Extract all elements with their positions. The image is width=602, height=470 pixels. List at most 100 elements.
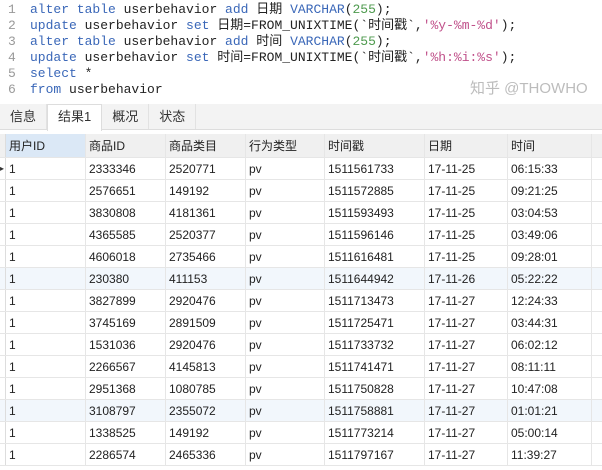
table-cell[interactable]: 4145813 bbox=[166, 356, 246, 377]
table-cell[interactable]: 1511644942 bbox=[325, 268, 425, 289]
table-cell[interactable]: 2266567 bbox=[86, 356, 166, 377]
table-cell[interactable]: 1511725471 bbox=[325, 312, 425, 333]
column-header[interactable]: 日期 bbox=[425, 134, 508, 157]
table-row[interactable]: 1 2576651 149192 pv 1511572885 17-11-25 09:21:… bbox=[0, 180, 602, 202]
table-cell[interactable]: 03:04:53 bbox=[508, 202, 592, 223]
table-row[interactable]: ▸ 1 2333346 2520771 pv 1511561733 17-11-25 06:1… bbox=[0, 158, 602, 180]
code-line[interactable]: 2 update userbehavior set 日期=FROM_UNIXTIM… bbox=[0, 18, 516, 34]
table-cell[interactable]: 1 bbox=[6, 180, 86, 201]
table-cell[interactable]: 1 bbox=[6, 356, 86, 377]
column-header[interactable]: 商品ID bbox=[86, 134, 166, 157]
table-cell[interactable]: 230380 bbox=[86, 268, 166, 289]
table-cell[interactable]: 1 bbox=[6, 158, 86, 179]
table-row[interactable]: 1 2266567 4145813 pv 1511741471 17-11-27 08:11… bbox=[0, 356, 602, 378]
table-cell[interactable]: 1511733732 bbox=[325, 334, 425, 355]
table-cell[interactable]: 3830808 bbox=[86, 202, 166, 223]
table-cell[interactable]: pv bbox=[246, 378, 325, 399]
table-cell[interactable]: 3745169 bbox=[86, 312, 166, 333]
table-cell[interactable]: 1 bbox=[6, 334, 86, 355]
table-cell[interactable]: 09:21:25 bbox=[508, 180, 592, 201]
table-cell[interactable]: 01:01:21 bbox=[508, 400, 592, 421]
table-cell[interactable]: 1511750828 bbox=[325, 378, 425, 399]
table-cell[interactable]: pv bbox=[246, 224, 325, 245]
table-cell[interactable]: 05:00:14 bbox=[508, 422, 592, 443]
table-cell[interactable]: pv bbox=[246, 268, 325, 289]
table-cell[interactable]: 1531036 bbox=[86, 334, 166, 355]
table-cell[interactable]: 411153 bbox=[166, 268, 246, 289]
table-row[interactable]: 1 4606018 2735466 pv 1511616481 17-11-25 09:28… bbox=[0, 246, 602, 268]
table-cell[interactable]: 17-11-27 bbox=[425, 312, 508, 333]
table-cell[interactable]: 17-11-26 bbox=[425, 268, 508, 289]
table-cell[interactable]: 1 bbox=[6, 290, 86, 311]
table-cell[interactable]: pv bbox=[246, 356, 325, 377]
table-cell[interactable]: 1 bbox=[6, 400, 86, 421]
table-cell[interactable]: 17-11-25 bbox=[425, 246, 508, 267]
table-cell[interactable]: 2920476 bbox=[166, 290, 246, 311]
table-cell[interactable]: 1511797167 bbox=[325, 444, 425, 465]
column-header[interactable]: 时间戳 bbox=[325, 134, 425, 157]
tab-2[interactable]: 概况 bbox=[102, 104, 150, 129]
sql-editor[interactable]: 1 alter table userbehavior add 日期 VARCHAR… bbox=[0, 0, 602, 102]
table-cell[interactable]: 17-11-25 bbox=[425, 180, 508, 201]
table-cell[interactable]: 1511713473 bbox=[325, 290, 425, 311]
table-cell[interactable]: 1 bbox=[6, 268, 86, 289]
table-cell[interactable]: 1 bbox=[6, 378, 86, 399]
table-cell[interactable]: 1 bbox=[6, 202, 86, 223]
table-row[interactable]: 1 2286574 2465336 pv 1511797167 17-11-27 11:39… bbox=[0, 444, 602, 466]
table-cell[interactable]: 3827899 bbox=[86, 290, 166, 311]
table-cell[interactable]: 03:49:06 bbox=[508, 224, 592, 245]
table-cell[interactable]: 06:15:33 bbox=[508, 158, 592, 179]
table-row[interactable]: 1 3745169 2891509 pv 1511725471 17-11-27 03:44… bbox=[0, 312, 602, 334]
code-line[interactable]: 6 from userbehavior bbox=[0, 82, 163, 98]
table-cell[interactable]: 09:28:01 bbox=[508, 246, 592, 267]
table-cell[interactable]: 4365585 bbox=[86, 224, 166, 245]
table-cell[interactable]: 17-11-27 bbox=[425, 422, 508, 443]
column-header[interactable]: 时间 bbox=[508, 134, 592, 157]
table-cell[interactable]: 149192 bbox=[166, 422, 246, 443]
table-cell[interactable]: 08:11:11 bbox=[508, 356, 592, 377]
table-cell[interactable]: 17-11-27 bbox=[425, 444, 508, 465]
table-cell[interactable]: 12:24:33 bbox=[508, 290, 592, 311]
table-cell[interactable]: pv bbox=[246, 444, 325, 465]
column-header[interactable]: 行为类型 bbox=[246, 134, 325, 157]
table-row[interactable]: 1 1338525 149192 pv 1511773214 17-11-27 05:00:… bbox=[0, 422, 602, 444]
table-cell[interactable]: pv bbox=[246, 158, 325, 179]
table-cell[interactable]: 1511758881 bbox=[325, 400, 425, 421]
table-cell[interactable]: 2355072 bbox=[166, 400, 246, 421]
table-cell[interactable]: 2465336 bbox=[166, 444, 246, 465]
table-row[interactable]: 1 3827899 2920476 pv 1511713473 17-11-27 12:24… bbox=[0, 290, 602, 312]
table-cell[interactable]: 11:39:27 bbox=[508, 444, 592, 465]
table-cell[interactable]: 17-11-27 bbox=[425, 400, 508, 421]
table-cell[interactable]: pv bbox=[246, 400, 325, 421]
table-cell[interactable]: 1511572885 bbox=[325, 180, 425, 201]
table-row[interactable]: 1 2951368 1080785 pv 1511750828 17-11-27 10:47… bbox=[0, 378, 602, 400]
table-cell[interactable]: 1 bbox=[6, 312, 86, 333]
table-cell[interactable]: 17-11-27 bbox=[425, 290, 508, 311]
table-cell[interactable]: pv bbox=[246, 246, 325, 267]
table-cell[interactable]: 17-11-25 bbox=[425, 224, 508, 245]
table-cell[interactable]: 4606018 bbox=[86, 246, 166, 267]
table-cell[interactable]: 2735466 bbox=[166, 246, 246, 267]
table-cell[interactable]: 3108797 bbox=[86, 400, 166, 421]
table-cell[interactable]: 17-11-27 bbox=[425, 334, 508, 355]
table-cell[interactable]: 06:02:12 bbox=[508, 334, 592, 355]
code-line[interactable]: 4 update userbehavior set 时间=FROM_UNIXTIM… bbox=[0, 50, 516, 66]
table-cell[interactable]: 1511596146 bbox=[325, 224, 425, 245]
table-row[interactable]: 1 3830808 4181361 pv 1511593493 17-11-25 03:04… bbox=[0, 202, 602, 224]
table-cell[interactable]: 17-11-25 bbox=[425, 158, 508, 179]
table-cell[interactable]: 2951368 bbox=[86, 378, 166, 399]
table-cell[interactable]: 4181361 bbox=[166, 202, 246, 223]
code-line[interactable]: 1 alter table userbehavior add 日期 VARCHAR… bbox=[0, 2, 392, 18]
table-row[interactable]: 1 3108797 2355072 pv 1511758881 17-11-27 01:01… bbox=[0, 400, 602, 422]
table-row[interactable]: 1 4365585 2520377 pv 1511596146 17-11-25 03:49… bbox=[0, 224, 602, 246]
table-cell[interactable]: 2520771 bbox=[166, 158, 246, 179]
table-cell[interactable]: 1511616481 bbox=[325, 246, 425, 267]
tab-1[interactable]: 结果1 bbox=[47, 104, 103, 131]
table-cell[interactable]: 1 bbox=[6, 246, 86, 267]
table-cell[interactable]: 1080785 bbox=[166, 378, 246, 399]
table-cell[interactable]: 2333346 bbox=[86, 158, 166, 179]
table-cell[interactable]: 2920476 bbox=[166, 334, 246, 355]
table-cell[interactable]: pv bbox=[246, 180, 325, 201]
table-cell[interactable]: 1511741471 bbox=[325, 356, 425, 377]
table-cell[interactable]: 2576651 bbox=[86, 180, 166, 201]
